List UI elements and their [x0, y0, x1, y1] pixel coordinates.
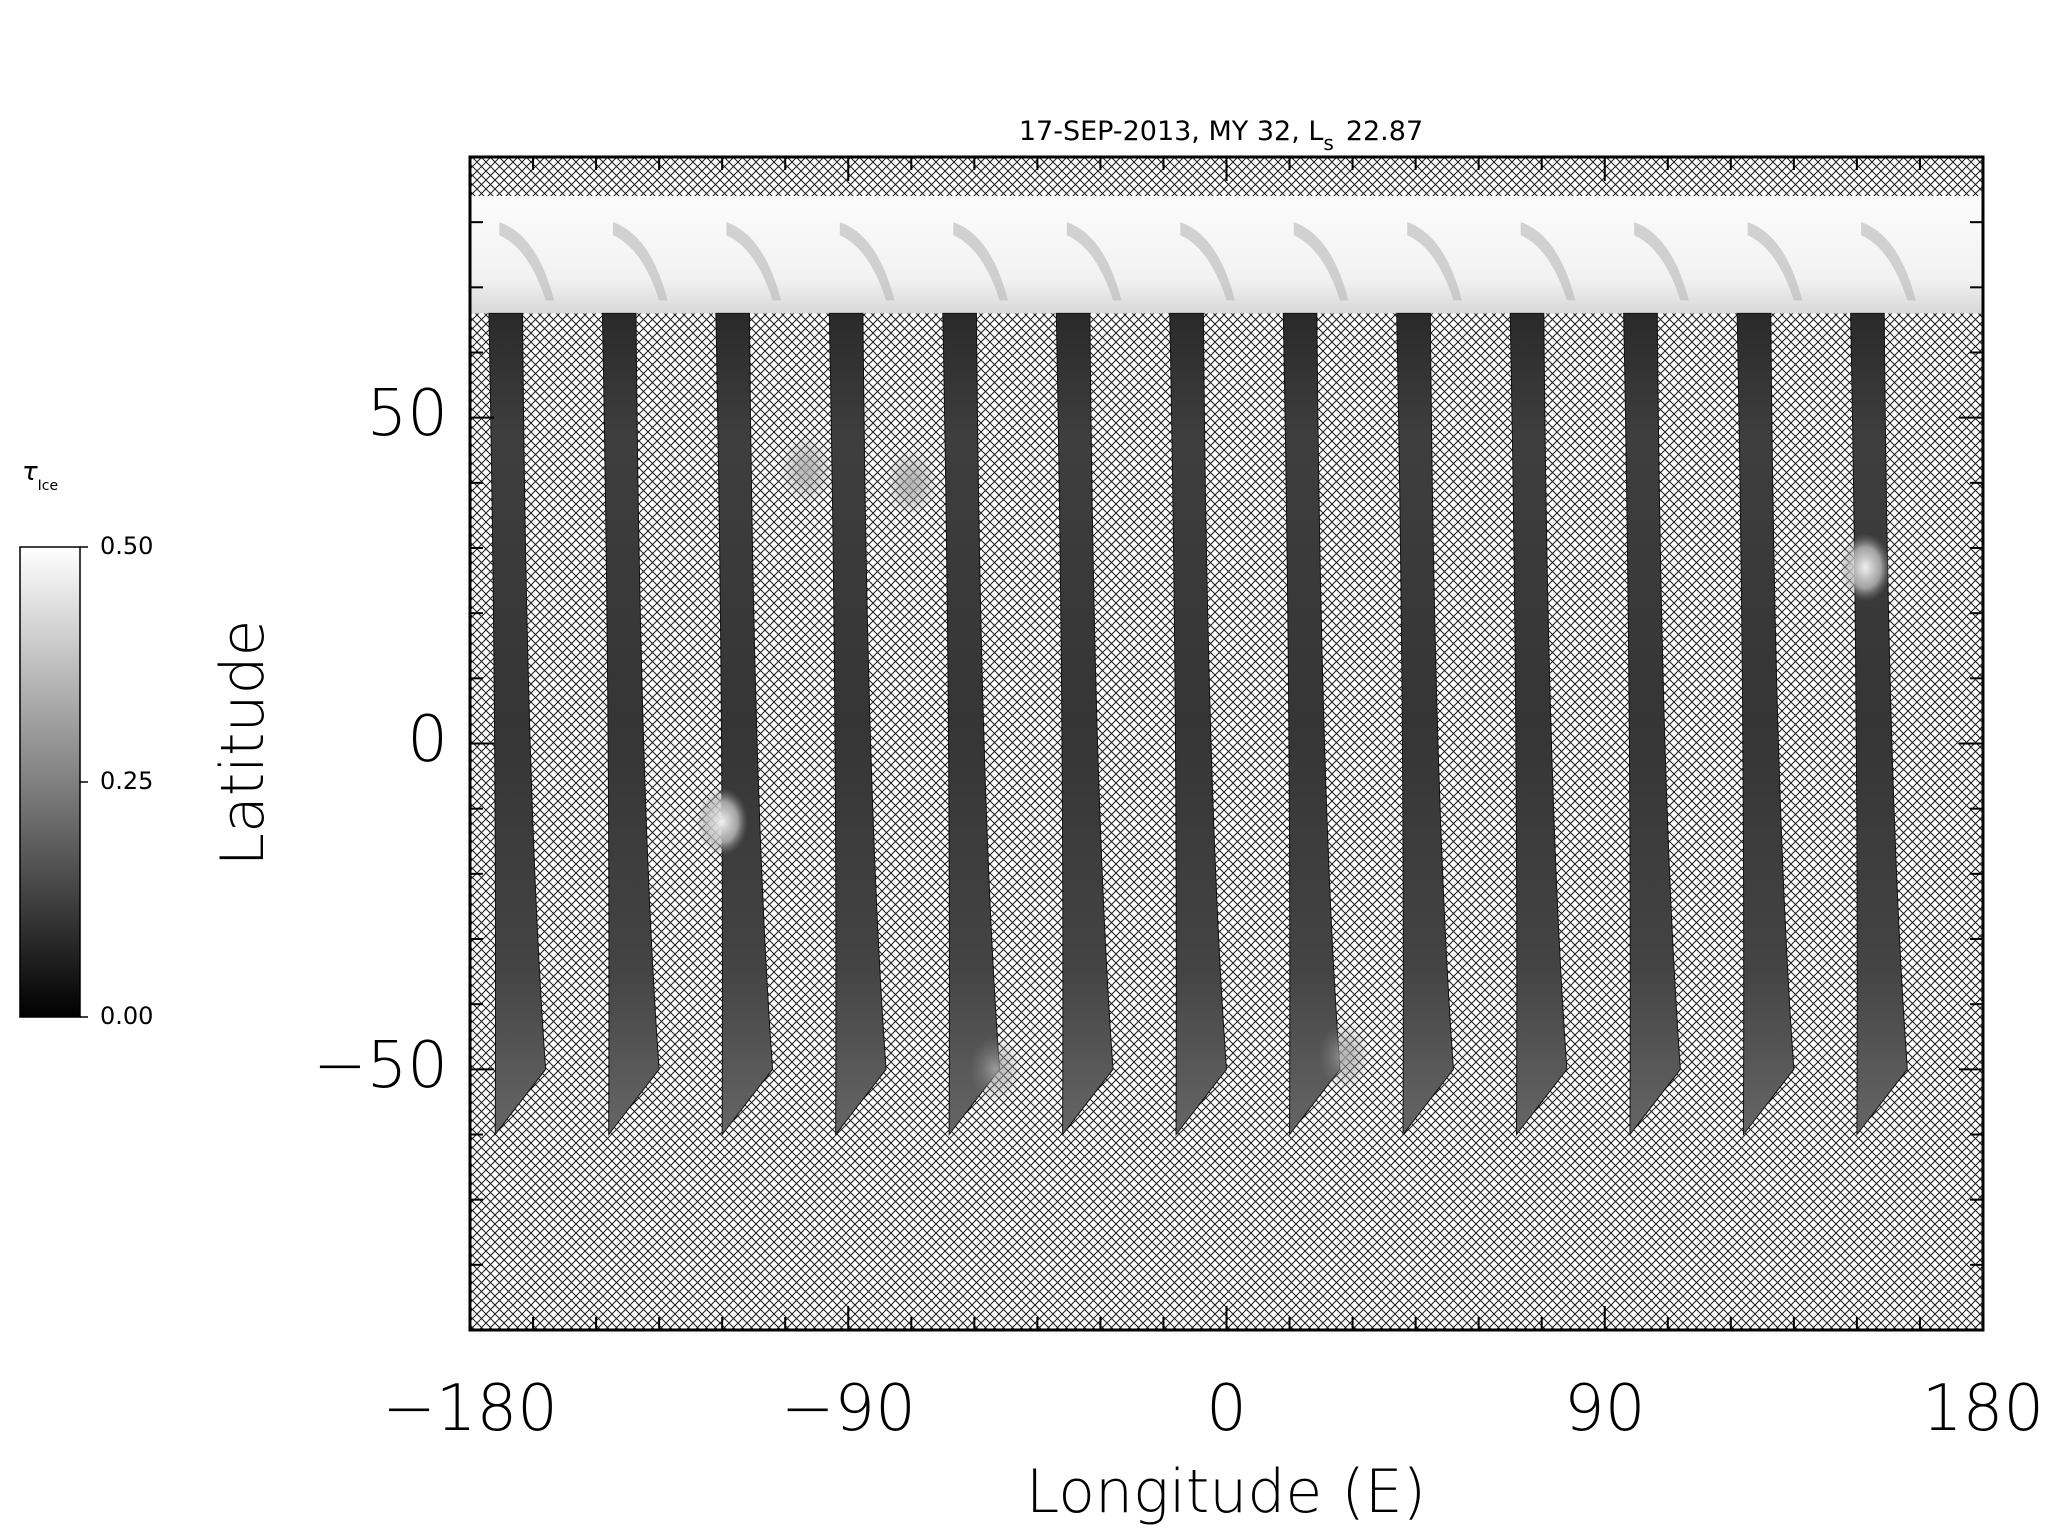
data-swath	[1282, 312, 1341, 1136]
data-swath	[1509, 312, 1568, 1136]
north-arc	[1634, 222, 1689, 301]
north-arc	[499, 222, 555, 301]
plot-area	[470, 157, 1983, 1330]
x-tick-label: 180	[1922, 1372, 2044, 1446]
swath-layer	[488, 222, 1916, 1136]
chart-title-value: 22.87	[1346, 116, 1423, 147]
data-swath	[488, 312, 547, 1136]
y-tick-label: 0	[407, 703, 448, 777]
y-tick-labels: −50 0 50	[313, 377, 448, 1103]
x-tick-label: 90	[1564, 1372, 1645, 1446]
north-arc	[1066, 222, 1122, 301]
colorbar-label: τIce	[22, 457, 58, 494]
bright-feature	[1318, 1022, 1371, 1091]
bright-feature	[696, 787, 749, 856]
chart-title: 17-SEP-2013, MY 32, Ls 22.87	[1019, 116, 1423, 155]
x-tick-label: −90	[781, 1372, 916, 1446]
data-swath	[1623, 312, 1681, 1136]
y-axis-label: Latitude	[208, 620, 278, 867]
north-arc	[612, 222, 668, 301]
data-swath	[828, 312, 887, 1136]
y-tick-label: −50	[313, 1029, 448, 1103]
bright-feature	[1839, 533, 1892, 602]
north-arc	[1293, 222, 1349, 301]
colorbar-label-symbol: τ	[22, 457, 38, 487]
chart-title-main: 17-SEP-2013, MY 32, L	[1019, 116, 1324, 147]
data-swath	[601, 312, 660, 1136]
chart-title-subscript: s	[1323, 131, 1333, 155]
x-axis-label: Longitude (E)	[1026, 1457, 1426, 1527]
feature-layer	[696, 435, 1892, 1104]
bright-feature	[969, 1035, 1022, 1104]
data-swath	[1736, 312, 1795, 1136]
data-swath	[942, 312, 1001, 1136]
north-arc	[839, 222, 895, 301]
colorbar-gradient	[19, 546, 81, 1018]
bright-feature	[780, 435, 833, 504]
colorbar-tick-label: 0.50	[100, 532, 153, 560]
data-swath	[715, 312, 774, 1136]
x-tick-label: 0	[1206, 1372, 1247, 1446]
y-tick-label: 50	[367, 377, 448, 451]
north-arc	[1861, 222, 1916, 301]
bright-feature	[885, 448, 938, 517]
colorbar: τIce 0.00 0.25 0.50	[19, 457, 153, 1030]
colorbar-ticks	[80, 546, 88, 1018]
colorbar-tick-label: 0.25	[100, 767, 153, 795]
x-tick-label: −180	[382, 1372, 558, 1446]
data-swath	[1169, 312, 1228, 1136]
data-swath	[1396, 312, 1454, 1136]
axis-ticks	[469, 156, 1984, 1331]
north-arc	[1520, 222, 1576, 301]
colorbar-tick-label: 0.00	[100, 1002, 153, 1030]
north-arc	[953, 222, 1008, 301]
colorbar-label-subscript: Ice	[38, 478, 58, 494]
data-swath	[1055, 312, 1114, 1136]
x-tick-labels: −180 −90 0 90 180	[382, 1372, 2044, 1446]
north-arc	[1180, 222, 1235, 301]
north-arc	[1747, 222, 1803, 301]
north-arc	[1407, 222, 1462, 301]
north-arc	[726, 222, 782, 301]
